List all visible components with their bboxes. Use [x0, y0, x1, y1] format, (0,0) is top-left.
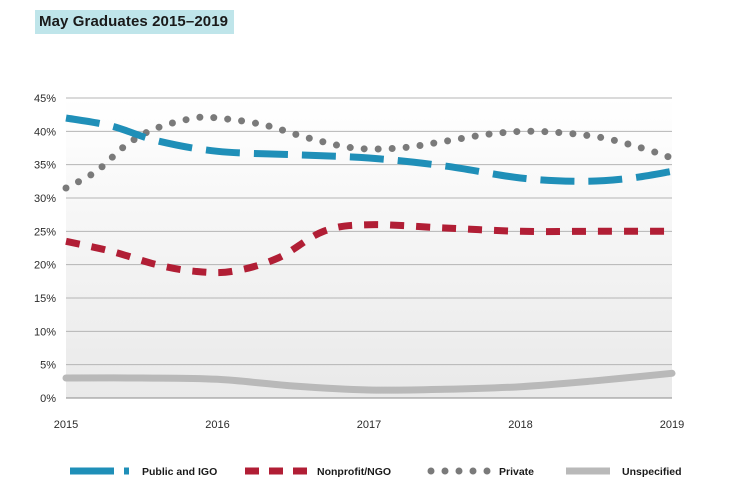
y-tick-label: 0% [40, 393, 56, 405]
series-line-unspecified [62, 369, 676, 394]
y-tick-label: 45% [34, 93, 56, 105]
y-tick-label: 20% [34, 260, 56, 272]
plot-background [66, 98, 672, 398]
y-tick-label: 30% [34, 193, 56, 205]
legend-label-unspecified: Unspecified [622, 466, 682, 478]
y-tick-label: 35% [34, 160, 56, 172]
legend-label-private: Private [499, 466, 534, 478]
chart-title-box: May Graduates 2015–2019 [35, 10, 235, 34]
y-tick-label: 10% [34, 326, 56, 338]
x-tick-label: 2017 [357, 419, 381, 431]
y-tick-label: 5% [40, 360, 56, 372]
series-line-public-and-igo [65, 114, 673, 185]
chart-title: May Graduates 2015–2019 [39, 13, 229, 30]
y-tick-label: 25% [34, 226, 56, 238]
legend-label-public-and-igo: Public and IGO [142, 466, 217, 478]
x-tick-label: 2015 [54, 419, 78, 431]
legend-label-nonprofit-ngo: Nonprofit/NGO [317, 466, 391, 478]
y-tick-label: 15% [34, 293, 56, 305]
x-tick-label: 2016 [205, 419, 229, 431]
y-tick-label: 40% [34, 126, 56, 138]
x-tick-label: 2018 [508, 419, 532, 431]
x-tick-label: 2019 [660, 419, 684, 431]
